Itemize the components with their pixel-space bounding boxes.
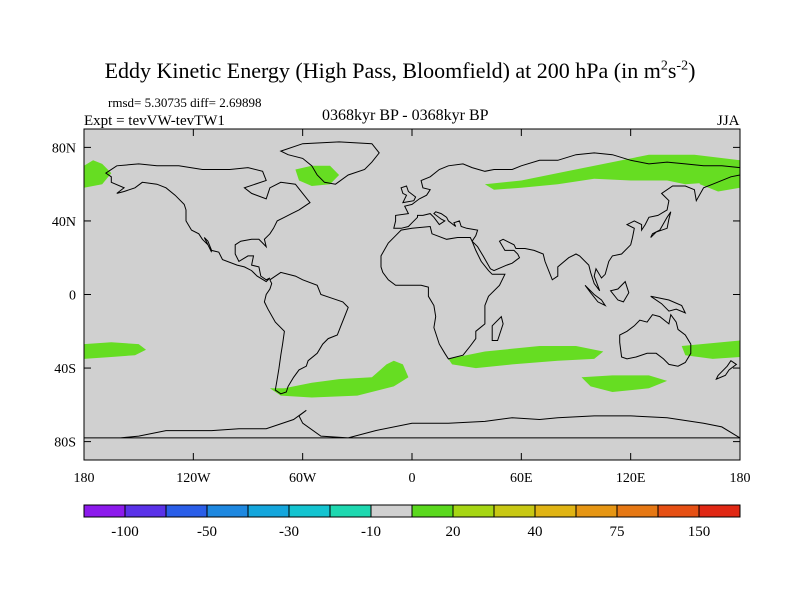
x-tick-label: 60E xyxy=(510,471,533,486)
rmsd-diff-stats: rmsd= 5.30735 diff= 2.69898 xyxy=(108,95,262,110)
coastline-eurasia xyxy=(393,152,740,292)
period-label: 0368kyr BP - 0368kyr BP xyxy=(322,107,489,124)
coastline-north-america xyxy=(105,163,311,283)
coastline-borneo xyxy=(609,280,630,303)
coastline-sumatra xyxy=(584,284,607,307)
anomaly-region-north-pacific-east-edge xyxy=(694,160,740,192)
colorbar-label: 20 xyxy=(446,524,461,540)
anomaly-region-south-indian-ocean xyxy=(448,346,604,369)
colorbar-box xyxy=(206,504,249,518)
colorbar-box xyxy=(370,504,413,518)
colorbar-box xyxy=(329,504,372,518)
colorbar-label: 150 xyxy=(688,524,711,540)
anomaly-region-southern-indian-ocean-2 xyxy=(581,375,668,392)
colorbar-box xyxy=(288,504,331,518)
coastline-new-zealand xyxy=(715,360,738,381)
colorbar-box xyxy=(534,504,577,518)
coastline-madagascar xyxy=(491,315,504,341)
map-title: Eddy Kinetic Energy (High Pass, Bloomfie… xyxy=(104,58,696,83)
y-tick-label: 40S xyxy=(54,362,76,377)
coastline-new-guinea xyxy=(650,295,687,314)
colorbar-label: -30 xyxy=(279,524,299,540)
x-tick-label: 180 xyxy=(74,471,95,486)
anomaly-region-south-pacific-west xyxy=(84,342,146,359)
colorbar-box xyxy=(575,504,618,518)
colorbar-label: 75 xyxy=(610,524,625,540)
colorbar-box xyxy=(247,504,290,518)
anomaly-region-south-pacific-east xyxy=(681,340,740,359)
colorbar-box xyxy=(83,504,126,518)
x-tick-label: 60W xyxy=(289,471,317,486)
colorbar-box xyxy=(411,504,454,518)
y-tick-label: 80S xyxy=(54,436,76,451)
coastline-britain xyxy=(400,185,417,204)
season-label: JJA xyxy=(717,113,740,129)
x-tick-label: 180 xyxy=(730,471,751,486)
anomaly-region-north-pacific-west-edge xyxy=(84,160,112,188)
colorbar-label: -100 xyxy=(111,524,139,540)
colorbar-box xyxy=(698,504,741,518)
colorbar-box xyxy=(657,504,700,518)
y-tick-label: 0 xyxy=(69,289,76,304)
colorbar-box xyxy=(124,504,167,518)
colorbar-box xyxy=(452,504,495,518)
anomaly-region-greenland-north-atlantic xyxy=(295,165,340,186)
colorbar-box xyxy=(493,504,536,518)
coastline-japan xyxy=(650,211,672,238)
anomaly-region-south-atlantic xyxy=(269,360,409,398)
colorbar-box xyxy=(616,504,659,518)
colorbar-label: 40 xyxy=(528,524,543,540)
x-tick-label: 0 xyxy=(409,471,416,486)
x-tick-label: 120W xyxy=(176,471,211,486)
x-tick-label: 120E xyxy=(616,471,646,486)
coastline-south-america xyxy=(263,271,349,395)
colorbar-label: -50 xyxy=(197,524,217,540)
coastline-africa xyxy=(380,225,506,360)
coastline-australia xyxy=(619,313,692,367)
colorbar-label: -10 xyxy=(361,524,381,540)
y-tick-label: 40N xyxy=(52,215,76,230)
coastline-antarctica xyxy=(84,409,740,439)
y-tick-label: 80N xyxy=(52,141,76,156)
land-ocean-mask xyxy=(84,129,740,460)
experiment-label: Expt = tevVW-tevTW1 xyxy=(84,113,225,129)
coastline-greenland xyxy=(279,141,380,185)
colorbar-box xyxy=(165,504,208,518)
